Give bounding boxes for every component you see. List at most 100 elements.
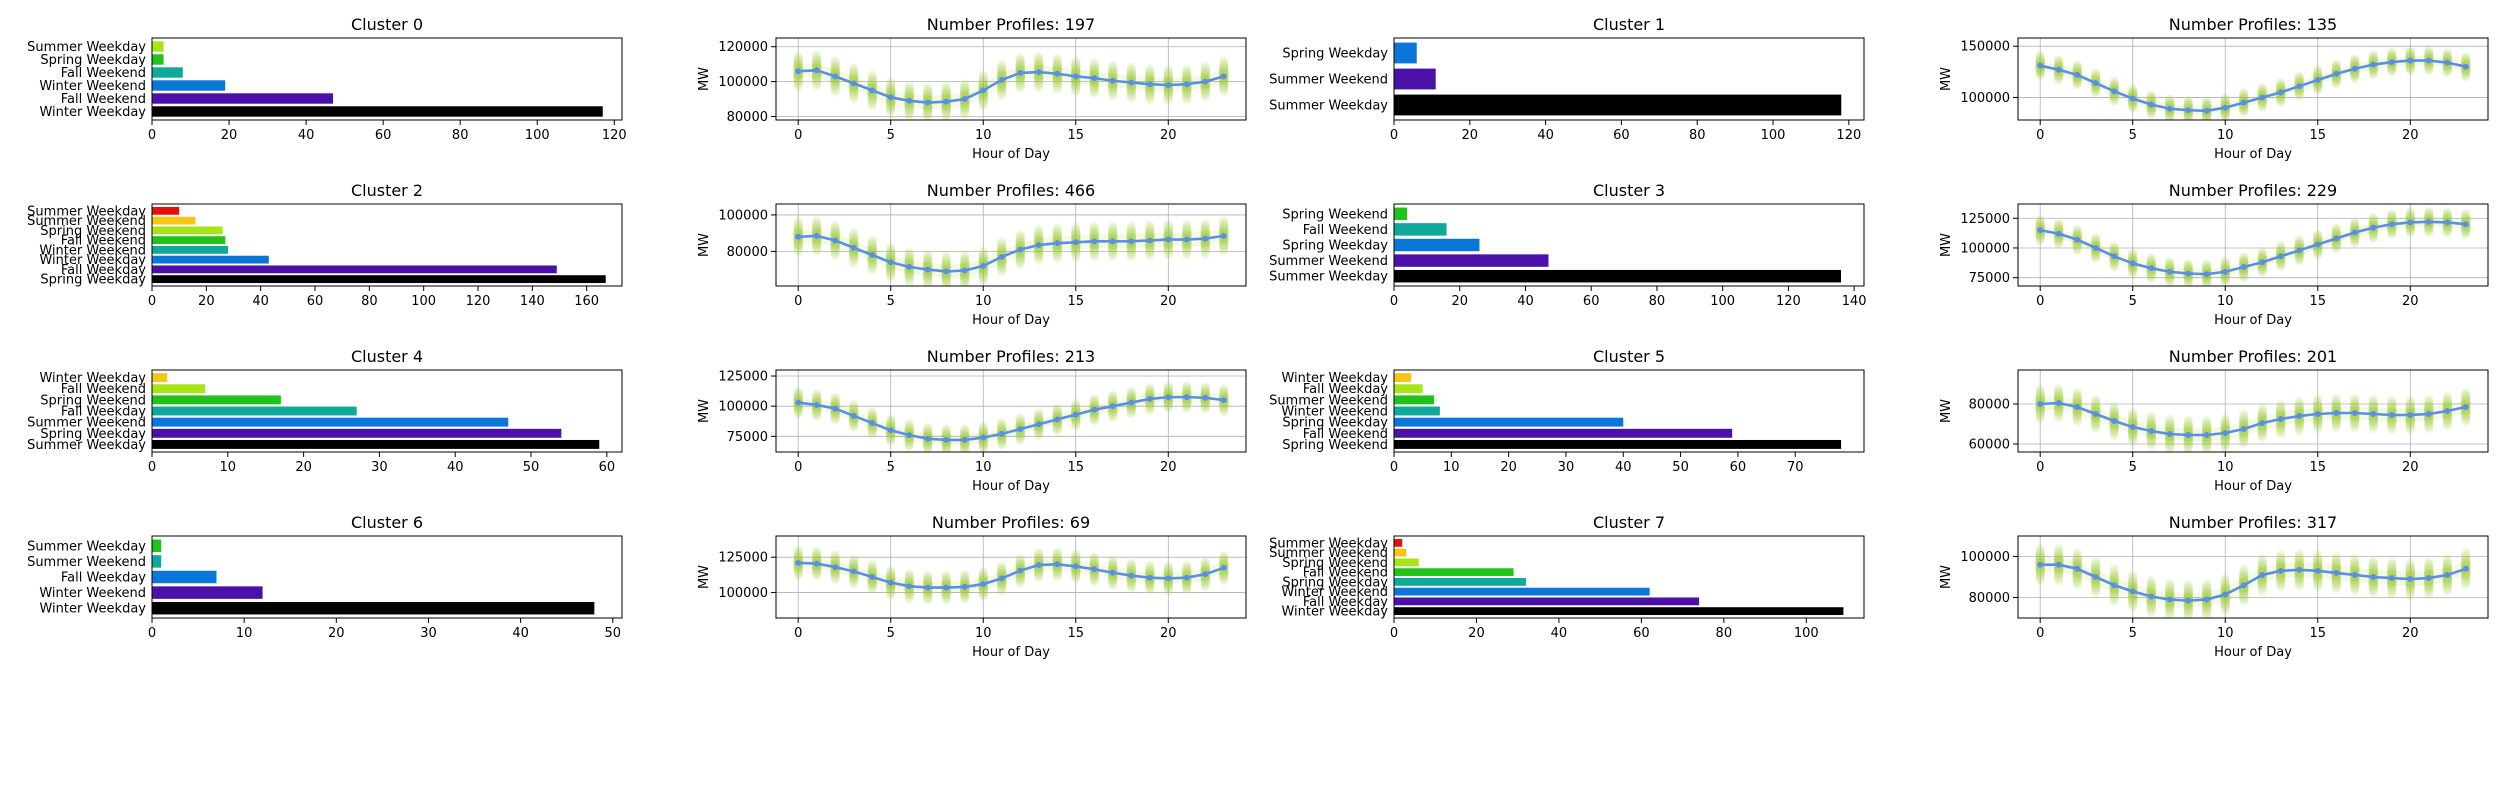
mean-point [2333, 235, 2340, 242]
mean-point [1017, 567, 1024, 574]
mean-point [2203, 596, 2210, 603]
x-axis-label: Hour of Day [2214, 479, 2292, 494]
mean-point [1109, 238, 1116, 245]
x-tick-label: 120 [602, 128, 627, 143]
bar [152, 236, 226, 245]
category-label: Fall Weekday [1303, 595, 1388, 610]
x-tick-label: 15 [2309, 128, 2326, 143]
y-tick-label: 80000 [1969, 398, 2010, 413]
profile-envelope [2040, 557, 2466, 608]
x-tick-label: 50 [1672, 460, 1689, 475]
x-tick-label: 10 [1443, 460, 1460, 475]
mean-point [906, 432, 913, 439]
category-label: Winter Weekend [39, 586, 146, 601]
category-label: Fall Weekend [61, 92, 146, 107]
subplot-3: Number Profiles: 135 0 5 10 15 20 100000 150000… [1939, 15, 2489, 162]
x-tick-label: 80 [452, 128, 469, 143]
mean-point [1035, 242, 1042, 248]
x-tick-label: 20 [328, 626, 345, 641]
axes-frame [151, 535, 623, 619]
mean-point [2074, 71, 2081, 78]
x-tick-label: 0 [2036, 128, 2044, 143]
bar [152, 255, 269, 264]
mean-point [832, 73, 839, 80]
plot-area [2018, 536, 2488, 618]
y-tick-label: 125000 [1960, 212, 2010, 227]
mean-point [2222, 430, 2229, 436]
y-tick-label: 100000 [718, 586, 768, 601]
x-tick-label: 5 [2129, 128, 2137, 143]
subplot-11: Number Profiles: 201 0 5 10 15 20 60000 80000 Ho… [1939, 347, 2489, 494]
category-label: Fall Weekend [1303, 427, 1388, 442]
mean-point [2240, 263, 2247, 270]
subplot-7: Number Profiles: 229 0 5 10 15 20 75000 100000 1… [1939, 181, 2489, 328]
mean-point [2148, 593, 2155, 600]
axes-frame [1393, 203, 1865, 287]
mean-point [998, 253, 1005, 260]
category-label: Spring Weekday [40, 53, 146, 68]
y-tick-label: 80000 [727, 110, 768, 125]
category-label: Fall Weekend [61, 234, 146, 249]
mean-point [1183, 574, 1190, 581]
mean-point [795, 559, 802, 566]
subplot-5: Number Profiles: 466 0 5 10 15 20 80000 100000 H… [697, 181, 1247, 328]
x-tick-label: 100 [411, 294, 436, 309]
bar [152, 106, 603, 117]
mean-point [1146, 395, 1153, 402]
x-tick-label: 40 [447, 460, 464, 475]
category-label: Fall Weekend [61, 66, 146, 81]
mean-line [798, 561, 1225, 589]
mean-line [2039, 220, 2466, 276]
x-tick-label: 10 [2217, 294, 2234, 309]
mean-point [2259, 259, 2266, 266]
mean-point [1220, 397, 1227, 404]
category-label: Summer Weekend [1269, 254, 1388, 269]
x-tick-label: 10 [2217, 128, 2234, 143]
x-tick-label: 50 [523, 460, 540, 475]
x-tick-label: 20 [1500, 460, 1517, 475]
mean-point [2166, 268, 2173, 275]
x-tick-label: 5 [887, 460, 895, 475]
bar [152, 226, 223, 235]
x-tick-label: 140 [1842, 294, 1867, 309]
mean-point [961, 96, 968, 103]
mean-point [2259, 94, 2266, 101]
x-tick-label: 20 [2402, 460, 2419, 475]
mean-point [1165, 236, 1172, 243]
x-tick-label: 60 [1633, 626, 1650, 641]
mean-point [1165, 82, 1172, 89]
mean-point [2407, 219, 2414, 226]
mean-point [2222, 591, 2229, 598]
mean-point [2148, 265, 2155, 272]
axes-frame [2017, 37, 2489, 121]
category-label: Summer Weekend [27, 416, 146, 431]
bar [1394, 254, 1549, 267]
category-label: Summer Weekend [27, 214, 146, 229]
mean-point [1109, 77, 1116, 84]
mean-point [2203, 432, 2210, 438]
mean-point [1091, 238, 1098, 245]
mean-line [2039, 59, 2467, 113]
mean-point [2407, 576, 2414, 583]
mean-point [2296, 413, 2303, 419]
mean-point [1165, 394, 1172, 401]
mean-point [869, 420, 876, 427]
x-tick-label: 0 [148, 128, 156, 143]
x-tick-label: 40 [512, 626, 529, 641]
plot-area [776, 38, 1246, 120]
y-tick-label: 150000 [1960, 40, 2010, 55]
x-tick-label: 40 [252, 294, 269, 309]
axes-frame [2017, 369, 2489, 453]
x-tick-label: 20 [1160, 460, 1177, 475]
category-label: Spring Weekend [40, 224, 146, 239]
category-label: Fall Weekday [61, 405, 146, 420]
mean-point [1017, 246, 1024, 253]
bar [152, 539, 162, 553]
x-tick-label: 30 [1558, 460, 1575, 475]
x-tick-label: 40 [1537, 128, 1554, 143]
x-tick-label: 15 [1067, 294, 1084, 309]
mean-point [1202, 78, 1209, 85]
x-tick-label: 20 [1160, 626, 1177, 641]
mean-point [2129, 260, 2136, 267]
axes-frame [775, 203, 1247, 287]
